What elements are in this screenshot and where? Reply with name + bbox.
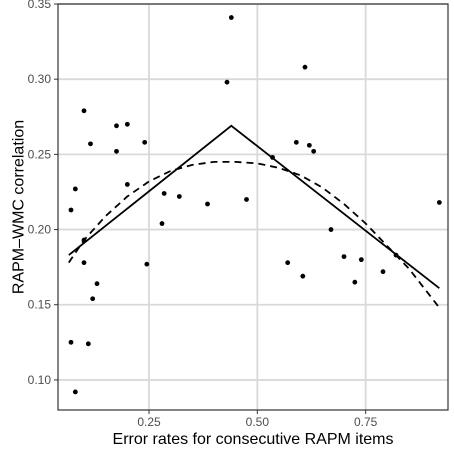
data-point bbox=[300, 273, 306, 279]
data-point bbox=[224, 79, 230, 85]
y-axis-ticks: 0.10 0.15 0.20 0.25 0.30 0.35 bbox=[28, 0, 58, 387]
data-point bbox=[244, 197, 249, 202]
data-point bbox=[144, 261, 150, 267]
fit-lines bbox=[68, 124, 441, 309]
data-point bbox=[72, 389, 78, 395]
data-point bbox=[114, 123, 119, 129]
y-tick-label: 0.15 bbox=[28, 298, 52, 312]
data-point bbox=[90, 296, 96, 302]
data-point bbox=[293, 139, 299, 145]
y-tick-label: 0.30 bbox=[28, 72, 52, 86]
x-tick-label: 0.50 bbox=[246, 415, 270, 429]
y-tick-label: 0.35 bbox=[28, 0, 52, 11]
data-point bbox=[302, 64, 308, 70]
data-point bbox=[72, 186, 78, 192]
data-point bbox=[159, 221, 165, 226]
data-point bbox=[436, 200, 442, 205]
y-axis-title: RAPM–WMC correlation bbox=[11, 120, 28, 294]
data-point bbox=[358, 257, 364, 263]
data-point bbox=[341, 254, 347, 260]
data-point bbox=[176, 194, 182, 199]
dashed-fit-line bbox=[68, 161, 441, 309]
x-tick-label: 0.75 bbox=[354, 415, 378, 429]
x-axis-title: Error rates for consecutive RAPM items bbox=[113, 431, 394, 448]
y-tick-label: 0.25 bbox=[28, 147, 52, 161]
data-point bbox=[88, 141, 93, 147]
data-point bbox=[68, 207, 74, 213]
plot-panel-border bbox=[57, 3, 449, 411]
data-points bbox=[68, 15, 442, 395]
data-point bbox=[270, 154, 275, 160]
x-tick-label: 0.25 bbox=[137, 415, 161, 429]
data-point bbox=[205, 201, 210, 207]
data-point bbox=[311, 148, 317, 154]
data-point bbox=[81, 237, 87, 243]
y-tick-label: 0.20 bbox=[28, 223, 52, 237]
data-point bbox=[393, 252, 399, 258]
x-axis-ticks: 0.25 0.50 0.75 bbox=[137, 410, 378, 429]
data-point bbox=[306, 142, 312, 148]
y-tick-label: 0.10 bbox=[28, 373, 52, 387]
data-point bbox=[85, 341, 91, 347]
data-point bbox=[380, 269, 386, 275]
data-point bbox=[94, 281, 100, 287]
solid-fit-line bbox=[68, 124, 440, 289]
data-point bbox=[161, 191, 167, 196]
data-point bbox=[81, 108, 87, 114]
data-point bbox=[68, 339, 74, 345]
data-point bbox=[328, 227, 334, 232]
data-point bbox=[124, 182, 130, 187]
data-point bbox=[352, 279, 358, 285]
data-point bbox=[124, 121, 130, 127]
data-point bbox=[81, 260, 87, 266]
data-point bbox=[285, 260, 291, 266]
data-point bbox=[114, 148, 119, 154]
data-point bbox=[142, 139, 148, 145]
data-point bbox=[228, 15, 234, 20]
